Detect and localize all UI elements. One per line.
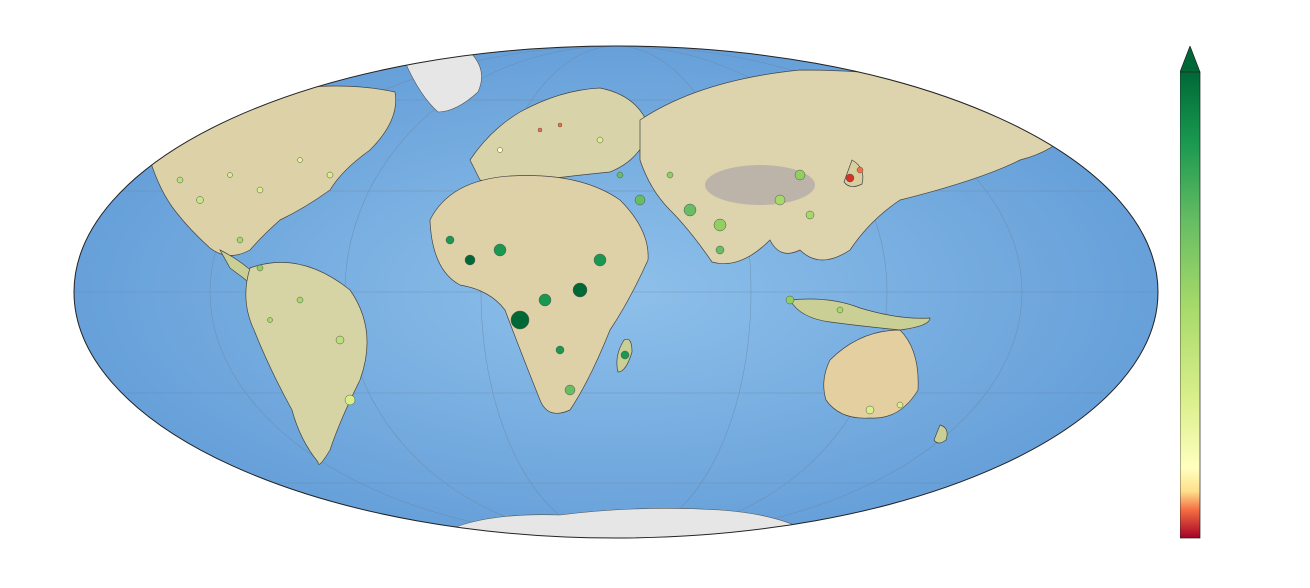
world-map — [73, 45, 1159, 539]
globe-outline — [73, 45, 1159, 539]
tibetan-plateau — [705, 165, 815, 205]
colorbar — [1180, 46, 1201, 539]
south-america — [245, 262, 368, 465]
colorbar-gradient — [1180, 71, 1201, 539]
indonesia — [789, 298, 931, 331]
africa — [429, 175, 649, 414]
antarctica — [429, 508, 821, 538]
colorbar-extend-arrow — [1180, 46, 1201, 73]
australia — [823, 329, 919, 419]
city-markers — [176, 122, 904, 415]
new-zealand — [933, 424, 948, 444]
